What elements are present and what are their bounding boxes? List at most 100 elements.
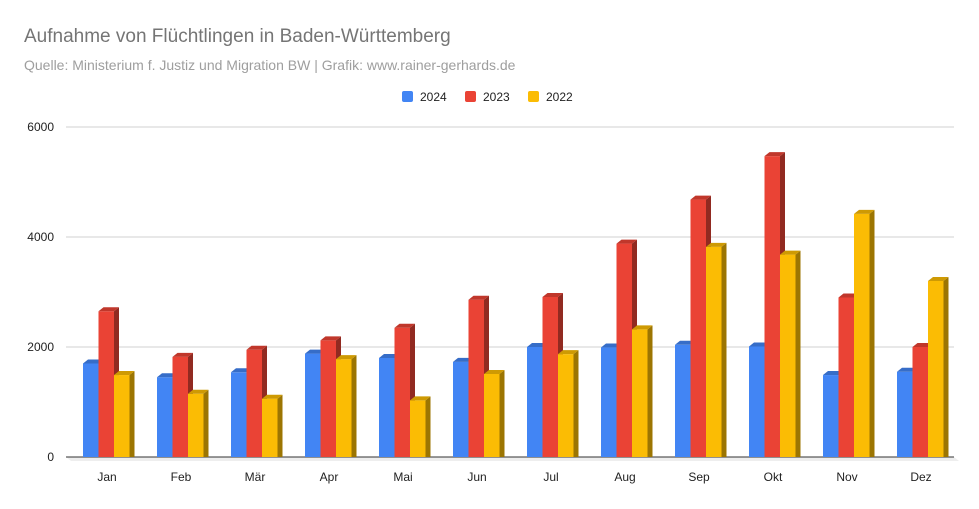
bar (558, 350, 579, 457)
bar-side (351, 355, 357, 457)
legend-swatch (528, 91, 539, 102)
bar-front (157, 377, 173, 457)
x-tick-label: Dez (910, 470, 931, 484)
bar-front (98, 311, 114, 457)
bar-front (542, 296, 558, 457)
bar-top (468, 295, 489, 300)
bar-front (558, 354, 574, 457)
bar-top (98, 307, 119, 312)
bar-top (601, 343, 622, 348)
bar-top (231, 368, 252, 373)
bar-top (749, 342, 770, 347)
bar-top (558, 350, 579, 355)
bar-top (336, 355, 357, 360)
y-axis: 0 2000 4000 6000 (27, 120, 54, 464)
bar-top (246, 345, 267, 350)
bar-front (484, 373, 500, 457)
bar-front (172, 356, 188, 457)
bars (83, 152, 949, 457)
bar-front (823, 375, 839, 457)
bar (114, 371, 135, 457)
legend-swatch (465, 91, 476, 102)
bar-side (499, 369, 505, 457)
bar-top (690, 195, 711, 200)
x-tick-label: Okt (764, 470, 783, 484)
bar-front (675, 344, 691, 457)
bar-top (262, 394, 283, 399)
bar-front (706, 246, 722, 457)
bar-front (262, 398, 278, 457)
bar-front (188, 393, 204, 457)
bar-side (129, 371, 135, 457)
bar-front (305, 353, 321, 457)
bar-top (912, 343, 933, 347)
bar-front (379, 358, 395, 457)
x-tick-label: Mär (245, 470, 266, 484)
legend: 2024 2023 2022 (402, 90, 573, 104)
chart-title: Aufnahme von Flüchtlingen in Baden-Württ… (24, 26, 451, 47)
bar-side (943, 277, 949, 457)
y-tick-label: 4000 (27, 230, 54, 244)
bar-top (823, 371, 844, 376)
bar-front (616, 243, 632, 457)
y-tick-label: 6000 (27, 120, 54, 134)
x-tick-label: Jul (543, 470, 558, 484)
bar-front (246, 349, 262, 457)
bar-top (114, 371, 135, 376)
bar (928, 277, 949, 457)
bar-top (854, 209, 875, 214)
bar-front (912, 347, 928, 457)
bar-side (795, 250, 801, 457)
bar-top (83, 359, 104, 364)
bar-front (749, 346, 765, 457)
y-tick-label: 0 (47, 450, 54, 464)
x-tick-label: Jun (467, 470, 486, 484)
bar-top (188, 389, 209, 394)
legend-item: 2023 (465, 90, 510, 104)
bar-top (897, 367, 918, 372)
bar-front (114, 375, 130, 457)
x-tick-label: Jan (97, 470, 116, 484)
bar-top (928, 277, 949, 281)
bar-top (394, 323, 415, 328)
legend-label: 2023 (483, 90, 510, 104)
legend-label: 2024 (420, 90, 447, 104)
bar-side (869, 209, 875, 457)
legend-item: 2022 (528, 90, 573, 104)
legend-label: 2022 (546, 90, 573, 104)
bar (188, 389, 209, 457)
bar-front (690, 199, 706, 457)
bar-front (928, 281, 944, 457)
bar-top (616, 239, 637, 244)
bar-side (203, 389, 209, 457)
bar-front (320, 340, 336, 457)
bar-front (336, 359, 352, 457)
bar (410, 396, 431, 457)
bar-side (277, 394, 283, 457)
bar-top (764, 152, 785, 157)
bar-top (410, 396, 431, 401)
bar-top (379, 354, 400, 358)
x-tick-label: Feb (171, 470, 192, 484)
bar-top (453, 357, 474, 362)
bar-front (394, 327, 410, 457)
bar-top (320, 336, 341, 341)
bar-front (527, 347, 543, 457)
bar-front (897, 371, 913, 457)
bar-front (601, 347, 617, 457)
bar-front (764, 156, 780, 457)
bar-front (453, 361, 469, 457)
bar (780, 250, 801, 457)
bar (262, 394, 283, 457)
x-tick-label: Sep (688, 470, 710, 484)
bar-front (83, 363, 99, 457)
bar-top (780, 250, 801, 255)
bar-top (706, 242, 727, 247)
bar-front (854, 213, 870, 457)
bar-side (647, 325, 653, 457)
legend-swatch (402, 91, 413, 102)
bar-front (410, 400, 426, 457)
bar-top (172, 352, 193, 357)
bar (484, 369, 505, 457)
